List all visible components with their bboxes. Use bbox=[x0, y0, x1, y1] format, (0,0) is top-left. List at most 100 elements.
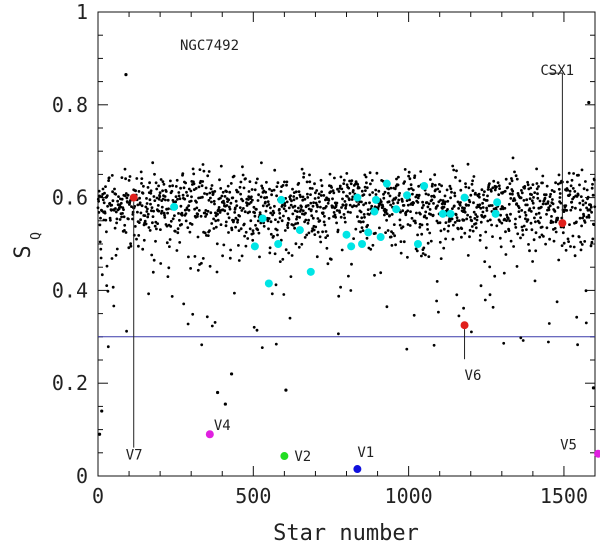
field-star-point bbox=[560, 244, 564, 248]
field-star-point bbox=[444, 237, 447, 241]
field-star-point bbox=[214, 225, 218, 229]
field-star-point bbox=[373, 273, 376, 277]
field-star-point bbox=[169, 179, 172, 183]
field-star-point bbox=[587, 215, 591, 219]
field-star-point bbox=[493, 188, 497, 192]
field-star-point bbox=[205, 315, 209, 319]
field-star-point bbox=[112, 304, 116, 308]
field-star-point bbox=[398, 223, 402, 227]
field-star-point bbox=[259, 195, 263, 199]
outlier-star-point bbox=[124, 73, 128, 77]
field-star-point bbox=[106, 289, 110, 293]
highlighted-star-point bbox=[264, 279, 273, 288]
field-star-point bbox=[409, 183, 413, 187]
field-star-point bbox=[573, 190, 577, 193]
field-star-point bbox=[216, 218, 220, 222]
field-star-point bbox=[256, 199, 260, 202]
field-star-point bbox=[98, 194, 101, 198]
field-star-point bbox=[369, 182, 372, 186]
field-star-point bbox=[349, 289, 353, 292]
field-star-point bbox=[417, 193, 421, 197]
field-star-point bbox=[535, 187, 539, 191]
field-star-point bbox=[530, 193, 533, 197]
field-star-point bbox=[495, 185, 498, 189]
field-star-point bbox=[185, 206, 189, 210]
field-star-point bbox=[443, 202, 447, 206]
field-star-point bbox=[105, 230, 108, 234]
field-star-point bbox=[427, 193, 430, 197]
field-star-point bbox=[302, 172, 306, 175]
field-star-point bbox=[491, 186, 495, 190]
field-star-point bbox=[585, 215, 589, 219]
field-star-point bbox=[185, 190, 188, 194]
field-star-point bbox=[301, 209, 305, 213]
field-star-point bbox=[190, 223, 194, 226]
field-star-point bbox=[304, 218, 308, 222]
field-star-point bbox=[579, 248, 583, 252]
field-star-point bbox=[189, 267, 193, 270]
highlighted-star-point bbox=[493, 198, 502, 207]
field-star-point bbox=[241, 165, 244, 169]
field-star-point bbox=[262, 224, 266, 228]
field-star-point bbox=[352, 237, 355, 241]
field-star-point bbox=[137, 234, 141, 237]
field-star-point bbox=[567, 171, 571, 175]
field-star-point bbox=[483, 190, 486, 194]
field-star-point bbox=[177, 191, 181, 194]
field-star-point bbox=[167, 266, 171, 270]
field-star-point bbox=[406, 223, 410, 226]
field-star-point bbox=[541, 174, 545, 178]
field-star-point bbox=[586, 195, 590, 199]
field-star-point bbox=[473, 217, 477, 220]
field-star-point bbox=[188, 230, 192, 234]
variable-star-point bbox=[558, 219, 567, 228]
field-star-point bbox=[254, 223, 257, 227]
field-star-point bbox=[446, 229, 450, 233]
field-star-point bbox=[264, 190, 268, 194]
field-star-point bbox=[146, 212, 150, 216]
field-star-point bbox=[322, 220, 326, 224]
y-axis-title-subscript: Q bbox=[29, 232, 44, 240]
field-star-point bbox=[178, 241, 182, 244]
field-star-point bbox=[410, 216, 414, 220]
field-star-point bbox=[225, 190, 229, 194]
field-star-point bbox=[314, 225, 318, 229]
field-star-point bbox=[137, 190, 141, 193]
field-star-point bbox=[228, 207, 232, 211]
field-star-point bbox=[268, 246, 272, 250]
field-star-point bbox=[179, 186, 183, 190]
field-star-point bbox=[416, 196, 420, 200]
field-star-point bbox=[155, 227, 158, 231]
field-star-point bbox=[585, 188, 589, 192]
field-star-point bbox=[289, 275, 293, 278]
field-star-point bbox=[490, 223, 493, 227]
field-star-point bbox=[385, 212, 389, 216]
field-star-point bbox=[424, 253, 427, 257]
field-star-point bbox=[194, 187, 198, 190]
field-star-point bbox=[526, 180, 529, 184]
field-star-point bbox=[196, 215, 199, 218]
field-star-point bbox=[214, 219, 218, 223]
field-star-point bbox=[505, 213, 509, 217]
field-star-point bbox=[571, 234, 575, 238]
field-star-point bbox=[426, 205, 430, 209]
field-star-point bbox=[452, 204, 456, 208]
field-star-point bbox=[464, 185, 468, 189]
field-star-point bbox=[443, 200, 447, 204]
field-star-point bbox=[457, 219, 461, 223]
field-star-point bbox=[394, 243, 397, 247]
field-star-point bbox=[234, 225, 238, 229]
field-star-point bbox=[111, 285, 115, 289]
field-star-point bbox=[99, 247, 103, 251]
field-star-point bbox=[267, 217, 271, 220]
field-star-point bbox=[361, 220, 365, 224]
field-star-point bbox=[282, 293, 286, 296]
field-star-point bbox=[503, 189, 507, 193]
field-star-point bbox=[540, 225, 544, 229]
field-star-point bbox=[316, 230, 320, 234]
field-star-point bbox=[465, 204, 468, 207]
field-star-point bbox=[453, 221, 457, 224]
field-star-point bbox=[514, 226, 518, 229]
field-star-point bbox=[122, 208, 125, 212]
field-star-point bbox=[291, 212, 295, 216]
